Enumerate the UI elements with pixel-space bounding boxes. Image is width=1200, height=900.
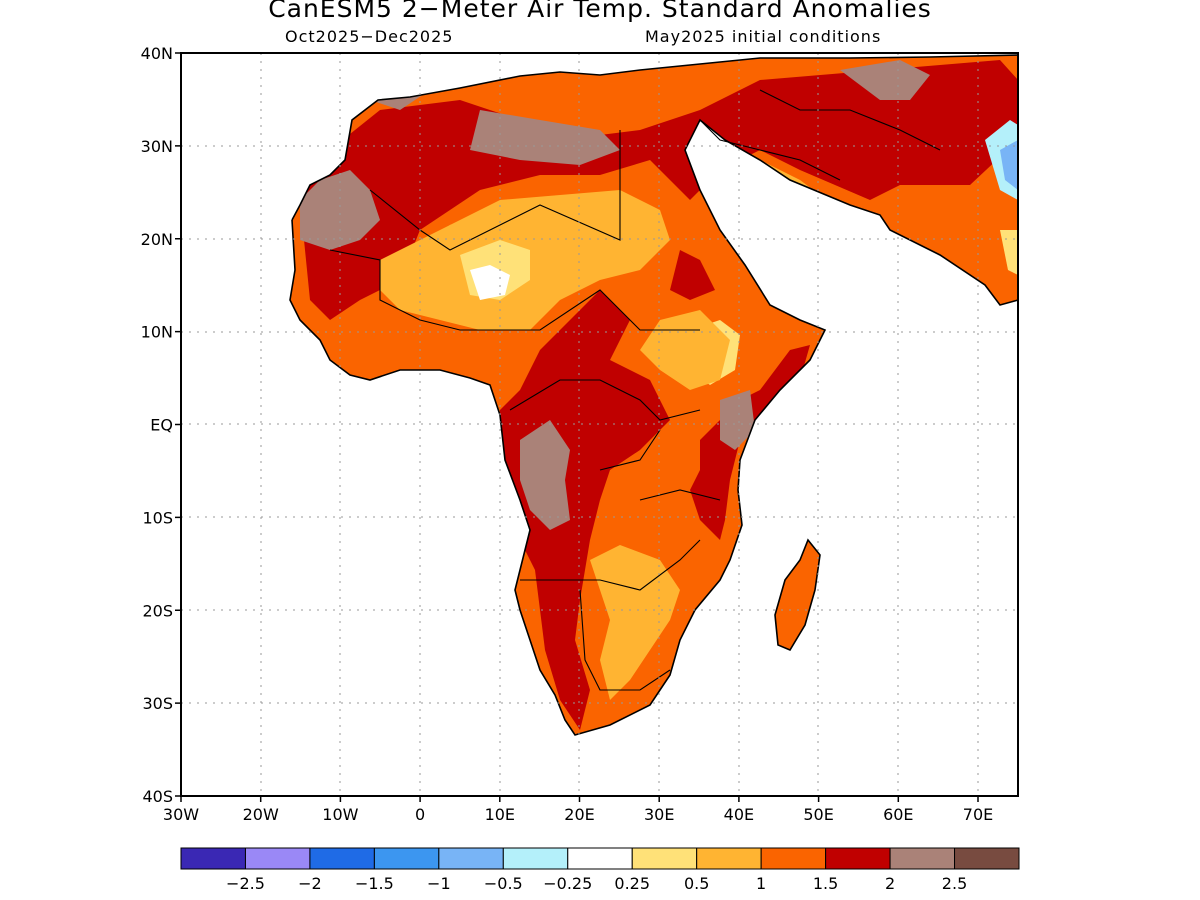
- map-title: CanESM5 2−Meter Air Temp. Standard Anoma…: [268, 0, 932, 23]
- lon-tick-label: 20E: [564, 805, 594, 824]
- colorbar-swatch: [438, 847, 504, 870]
- anomaly-0.5-region-india: [1000, 230, 1018, 275]
- lat-tick-label: 10S: [142, 508, 173, 527]
- colorbar-swatch: [696, 847, 762, 870]
- lon-tick-label: 40E: [724, 805, 754, 824]
- lat-tick-label: 20N: [141, 230, 173, 249]
- lon-tick-label: 50E: [803, 805, 833, 824]
- colorbar-swatch: [889, 847, 956, 870]
- anomaly-2.5-region-angola: [520, 420, 570, 530]
- lon-tick-label: 70E: [963, 805, 993, 824]
- anomaly-2-region-central: [500, 290, 670, 730]
- lon-tick-label: 10W: [322, 805, 358, 824]
- colorbar-label: −2.5: [226, 874, 265, 893]
- colorbar-label: 2: [885, 874, 895, 893]
- colorbar-label: −1.5: [355, 874, 394, 893]
- anomaly-2.5-region-iran: [840, 60, 930, 100]
- colorbar-swatch: [760, 847, 827, 870]
- colorbar-swatch: [309, 847, 375, 870]
- lat-tick-label: 30S: [142, 694, 173, 713]
- lat-tick-label: 40S: [142, 787, 173, 806]
- colorbar-swatch: [567, 847, 633, 870]
- colorbar-swatch: [180, 847, 246, 870]
- anomaly-near-zero-region-sahara: [470, 265, 510, 300]
- lon-tick-label: 30W: [163, 805, 199, 824]
- colorbar-label: 0.5: [684, 874, 709, 893]
- coastline: [289, 54, 1019, 736]
- graticule: [181, 53, 1018, 796]
- colorbar-swatch: [825, 847, 891, 870]
- lon-tick-label: 10E: [485, 805, 515, 824]
- lon-tick-label: 60E: [883, 805, 913, 824]
- lon-tick-label: 30E: [644, 805, 674, 824]
- colorbar-label: 2.5: [942, 874, 967, 893]
- anomaly-2.5-region-somalia: [720, 390, 755, 450]
- colorbar-swatch: [954, 847, 1020, 870]
- colorbar-label: 1.5: [813, 874, 838, 893]
- colorbar-label: −0.5: [484, 874, 523, 893]
- lat-tick-label: 20S: [142, 601, 173, 620]
- initial-conditions: May2025 initial conditions: [645, 27, 882, 46]
- lon-tick-label: 20W: [243, 805, 279, 824]
- anomaly-1-region-southern: [590, 545, 680, 700]
- colorbar-label: −2: [298, 874, 322, 893]
- anomaly-2.5-region-libya: [470, 110, 620, 165]
- anomaly-2.5-region-westsahara: [300, 170, 380, 250]
- anomaly-minus1-region-india: [1000, 140, 1018, 190]
- colorbar-swatch: [373, 847, 440, 870]
- lat-tick-label: 30N: [141, 137, 173, 156]
- colorbar-swatch: [631, 847, 698, 870]
- colorbar-label: 1: [756, 874, 766, 893]
- forecast-period: Oct2025−Dec2025: [285, 27, 454, 46]
- lon-tick-label: 0: [415, 805, 425, 824]
- colorbar-label: −1: [427, 874, 451, 893]
- anomaly-2-region-sahel: [670, 250, 715, 300]
- lat-tick-label: 40N: [141, 44, 173, 63]
- colorbar-label: −0.25: [543, 874, 592, 893]
- colorbar-swatch: [502, 847, 569, 870]
- longitude-axis: 30W 20W 10W 0 10E 20E 30E 40E 50E 60E 70E: [163, 796, 993, 824]
- lat-tick-label: EQ: [150, 416, 173, 435]
- colorbar: −2.5 −2 −1.5 −1 −0.5 −0.25 0.25 0.5 1 1.5 2 2.5: [180, 847, 1020, 893]
- colorbar-swatch: [244, 847, 311, 870]
- country-borders: [329, 89, 941, 691]
- latitude-axis: 40N 30N 20N 10N EQ 10S 20S 30S 40S: [141, 44, 181, 806]
- colorbar-label: 0.25: [614, 874, 650, 893]
- lat-tick-label: 10N: [141, 323, 173, 342]
